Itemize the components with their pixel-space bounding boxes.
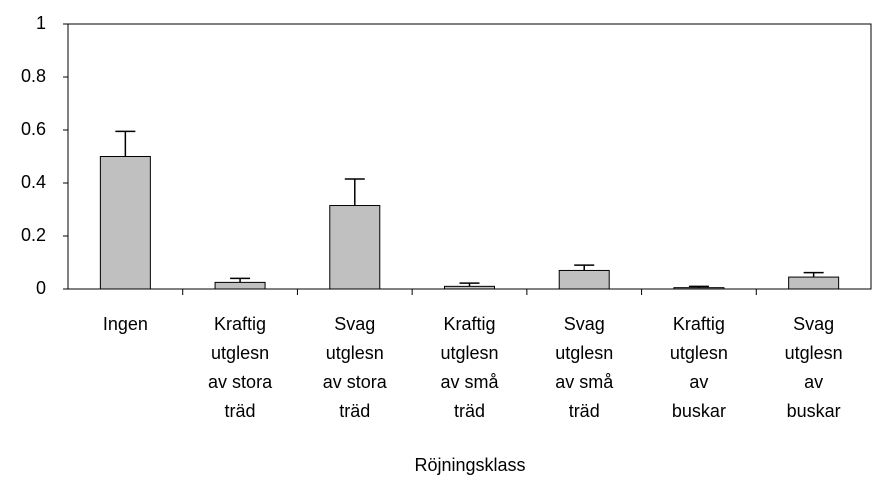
x-tick-label: utglesn — [670, 343, 728, 363]
x-tick-label: utglesn — [555, 343, 613, 363]
error-bar — [688, 285, 709, 288]
bar — [558, 269, 610, 290]
y-tick-label: 0.6 — [21, 119, 46, 139]
x-tick-label: av — [689, 372, 708, 392]
x-tick-label: Svag — [334, 314, 375, 334]
error-bar — [230, 277, 251, 283]
bar — [214, 281, 266, 290]
x-tick-label: träd — [454, 401, 485, 421]
x-tick-label: Kraftig — [443, 314, 495, 334]
x-tick-label: utglesn — [211, 343, 269, 363]
y-tick-label: 1 — [36, 13, 46, 33]
bar — [444, 285, 495, 290]
x-tick-label: utglesn — [440, 343, 498, 363]
x-tick-label: träd — [225, 401, 256, 421]
x-tick-label: av små — [440, 372, 499, 392]
bar — [788, 276, 840, 290]
x-tick-label: av stora — [208, 372, 273, 392]
x-tick-label: av — [804, 372, 823, 392]
error-bar — [574, 264, 595, 271]
bar — [99, 156, 151, 290]
plot-area — [67, 23, 872, 290]
error-bar — [459, 282, 480, 287]
x-tick-label: Kraftig — [214, 314, 266, 334]
x-tick-label: Svag — [793, 314, 834, 334]
y-tick-label: 0.8 — [21, 66, 46, 86]
error-bar — [344, 178, 365, 206]
x-tick-label: av stora — [323, 372, 388, 392]
bar — [673, 287, 725, 290]
x-tick-label: buskar — [787, 401, 841, 421]
x-tick-label: Kraftig — [673, 314, 725, 334]
x-tick-label: utglesn — [785, 343, 843, 363]
x-tick-label: träd — [569, 401, 600, 421]
y-tick-label: 0 — [36, 278, 46, 298]
error-bar — [803, 271, 824, 278]
x-tick-label: av små — [555, 372, 614, 392]
bar — [329, 205, 381, 290]
y-tick-label: 0.2 — [21, 225, 46, 245]
y-tick-label: 0.4 — [21, 172, 46, 192]
x-tick-label: buskar — [672, 401, 726, 421]
x-tick-label: träd — [339, 401, 370, 421]
x-tick-label: Ingen — [103, 314, 148, 334]
error-bar — [115, 130, 136, 157]
x-axis-title: Röjningsklass — [414, 455, 525, 475]
x-tick-label: Svag — [564, 314, 605, 334]
x-tick-label: utglesn — [326, 343, 384, 363]
